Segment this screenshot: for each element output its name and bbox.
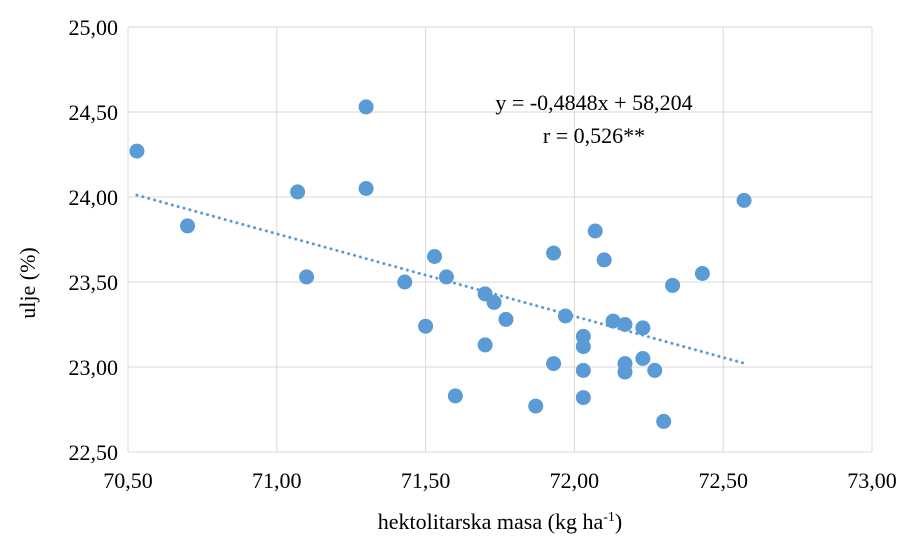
x-tick-label: 72,50 <box>698 468 748 493</box>
x-tick-label: 70,50 <box>103 468 153 493</box>
x-tick-label: 71,00 <box>252 468 302 493</box>
data-point <box>358 99 374 115</box>
data-point <box>694 266 710 281</box>
y-tick-label: 23,00 <box>69 355 119 380</box>
y-tick-label: 25,00 <box>69 15 119 40</box>
data-point <box>557 308 573 324</box>
data-point <box>575 339 591 355</box>
data-point <box>656 413 672 429</box>
data-point <box>299 269 315 285</box>
x-tick-label: 73,00 <box>847 468 897 493</box>
x-tick-label: 71,50 <box>401 468 451 493</box>
data-point <box>477 337 493 353</box>
x-axis-title-superscript: -1 <box>603 510 615 525</box>
data-point <box>546 356 562 372</box>
data-point <box>575 390 591 406</box>
data-point <box>605 313 621 329</box>
data-point <box>635 320 651 336</box>
trendline-equation: y = -0,4848x + 58,204 <box>495 90 692 115</box>
data-point <box>665 277 681 293</box>
y-tick-label: 23,50 <box>69 270 119 295</box>
data-point <box>596 252 612 268</box>
x-tick-label: 72,00 <box>550 468 600 493</box>
data-point <box>438 269 454 285</box>
y-tick-label: 24,00 <box>69 185 119 210</box>
data-point <box>129 143 145 159</box>
x-axis-title-main: hektolitarska masa (kg ha <box>378 509 604 534</box>
data-point <box>447 388 463 404</box>
x-axis-title: hektolitarska masa (kg ha-1) <box>378 509 622 534</box>
data-point <box>397 274 413 290</box>
data-point <box>546 245 562 261</box>
data-point <box>647 362 663 378</box>
data-point <box>498 311 514 327</box>
y-tick-label: 22,50 <box>69 440 119 465</box>
data-point <box>575 362 591 378</box>
x-axis-title-end: ) <box>615 509 622 534</box>
data-point <box>736 192 752 208</box>
y-tick-label: 24,50 <box>69 100 119 125</box>
data-point <box>486 294 502 310</box>
data-point <box>528 398 544 414</box>
gridlines <box>127 26 873 453</box>
data-point <box>427 249 443 264</box>
data-point <box>617 364 633 380</box>
correlation-coefficient: r = 0,526** <box>543 123 645 148</box>
data-point <box>635 351 651 366</box>
data-point <box>290 184 306 200</box>
data-point <box>418 318 434 334</box>
data-point <box>180 218 196 234</box>
data-point <box>358 181 374 196</box>
data-point <box>617 317 633 332</box>
data-point <box>587 223 603 239</box>
y-tick-labels: 22,50 23,00 23,50 24,00 24,50 25,00 <box>69 15 119 465</box>
x-tick-labels: 70,50 71,00 71,50 72,00 72,50 73,00 <box>103 468 897 493</box>
data-points <box>129 99 752 429</box>
y-axis-title: ulje (%) <box>15 247 40 318</box>
